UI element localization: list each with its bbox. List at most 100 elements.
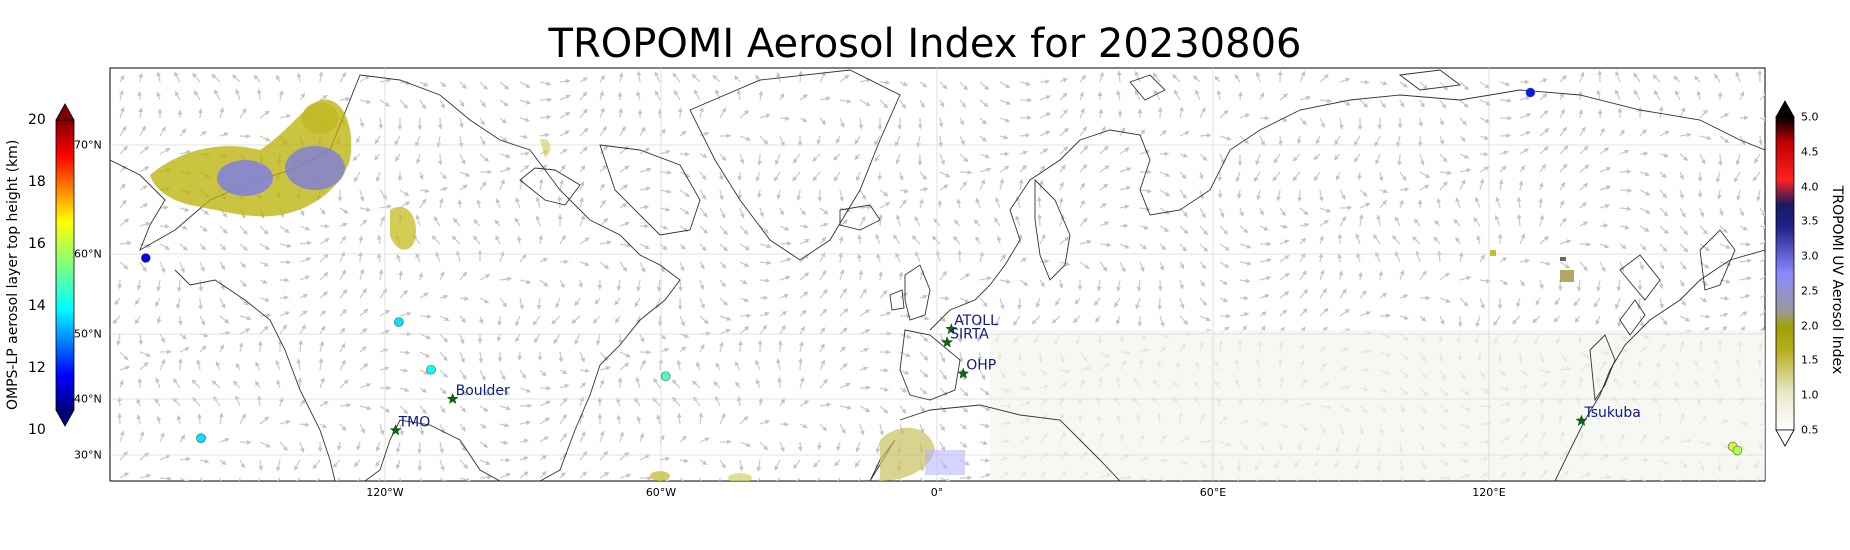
wind-arrow [431,235,441,245]
wind-arrow [757,153,762,166]
wind-arrow [299,92,305,101]
wind-arrow [559,112,571,119]
wind-arrow [1119,147,1130,155]
wind-arrow [1559,181,1566,191]
wind-arrow [1499,81,1511,87]
wind-arrow [119,199,127,209]
wind-arrow [919,99,925,109]
wind-arrow [519,253,527,263]
wind-arrow [1239,243,1252,249]
wind-arrow [1419,153,1425,166]
wind-arrow [193,90,201,101]
wind-arrow [1599,127,1605,137]
wind-arrow [352,153,361,162]
wind-arrow [1718,153,1723,167]
wind-arrow [819,96,831,102]
wind-arrow [899,99,906,110]
wind-arrow [373,153,381,161]
wind-arrow [1098,108,1104,119]
wind-arrow [296,72,302,83]
cb-left-tick-12: 12 [28,360,46,376]
wind-arrow [353,171,361,183]
wind-arrow [1299,222,1310,228]
wind-arrow [1199,225,1208,236]
wind-arrow [192,72,201,83]
wind-arrow [535,215,541,227]
wind-arrow [219,261,226,271]
wind-arrow [1719,225,1728,234]
wind-arrow [819,207,829,215]
wind-arrow [739,135,752,141]
wind-arrow [235,88,241,101]
cb-right-tick-1-0: 1.0 [1801,388,1819,402]
wind-arrow [1059,236,1070,245]
wind-arrow [1253,171,1261,183]
wind-arrow [439,171,447,180]
wind-arrow [1319,73,1329,83]
wind-arrow [1199,243,1209,253]
wind-arrow [174,71,181,83]
wind-arrow [519,99,532,105]
wind-arrow [1619,169,1632,175]
wind-arrow [1279,117,1288,122]
wind-arrow [1239,135,1249,145]
lat-tick-70n: 70°N [74,138,102,152]
wind-arrow [699,189,707,200]
wind-arrow [699,153,708,158]
wind-arrow [939,153,945,166]
wind-arrow [359,207,372,212]
wind-arrow [999,178,1005,191]
wind-arrow [959,99,967,109]
wind-arrow [1256,189,1262,201]
wind-arrow [719,207,726,219]
wind-arrow [1018,233,1023,245]
wind-arrow [736,89,742,101]
wind-arrow [214,89,221,101]
wind-arrow [1018,178,1024,191]
cb-right-tick-0-5: 0.5 [1801,423,1819,437]
wind-arrow [1476,235,1481,245]
wind-arrow [1734,171,1741,183]
wind-arrow [495,198,501,209]
wind-arrow [1516,196,1522,209]
wind-arrow [1017,297,1022,310]
wind-arrow [1538,182,1544,191]
wind-arrow [519,151,531,157]
wind-arrow [459,99,465,108]
wind-arrow [211,73,221,83]
wind-arrow [1335,171,1341,181]
cb-left-tick-20: 20 [28,112,46,128]
wind-arrow [399,350,411,355]
wind-arrow [1619,188,1633,193]
wind-arrow [1659,225,1669,235]
wind-arrow [519,117,530,122]
wind-arrow [1759,92,1765,101]
wind-arrow [699,243,707,252]
wind-arrow [374,135,381,145]
wind-arrow [495,235,501,245]
lat-tick-40n: 40°N [74,392,102,406]
wind-arrow [119,240,132,246]
site-label: Boulder [456,383,510,399]
wind-arrow [1199,153,1208,162]
wind-arrow [734,75,741,83]
wind-arrow [1159,129,1167,137]
wind-arrow [257,340,263,353]
wind-arrow [857,234,862,245]
wind-arrow [378,117,384,130]
wind-arrow [1419,171,1431,179]
wind-arrow [1359,99,1369,108]
wind-arrow [1139,149,1151,155]
wind-arrow [619,203,628,209]
wind-arrow [1579,221,1589,227]
wind-arrow [1599,166,1612,173]
cb-right-tick-3-0: 3.0 [1801,249,1819,263]
wind-arrow [999,117,1011,123]
wind-arrow [1059,146,1069,155]
wind-arrow [1739,91,1745,101]
wind-arrow [619,242,632,248]
wind-arrow [1679,207,1686,218]
wind-arrow [419,81,429,87]
wind-arrow [636,70,642,83]
